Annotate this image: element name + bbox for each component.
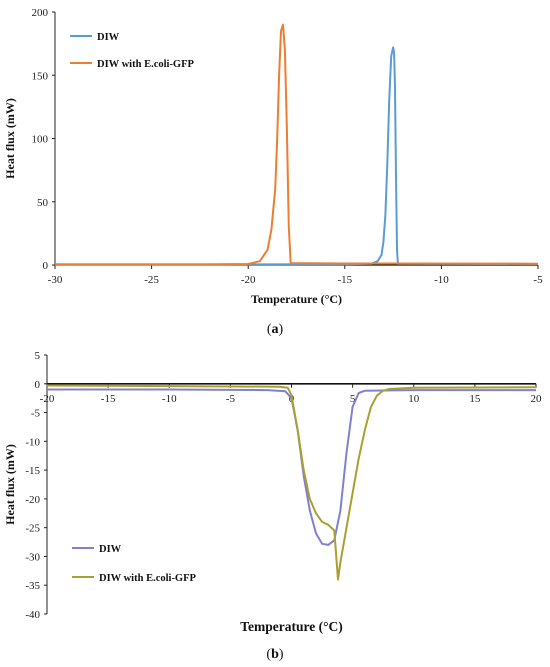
- y-tick-label: 5: [35, 350, 41, 362]
- y-tick-label: -30: [25, 551, 40, 563]
- y-tick-label: -25: [25, 523, 40, 535]
- y-tick-label: -20: [25, 494, 40, 506]
- x-tick-label: -5: [226, 393, 236, 405]
- x-tick-label: -5: [533, 274, 543, 286]
- y-tick-label: 0: [43, 260, 49, 272]
- y-tick-label: 0: [35, 379, 41, 391]
- legend-label: DIW: [97, 32, 120, 43]
- legend-label: DIW with E.coli-GFP: [97, 59, 195, 70]
- series-line-diw: [55, 46, 539, 266]
- y-tick-label: -10: [25, 436, 40, 448]
- x-axis-title: Temperature (°C): [240, 619, 343, 634]
- x-tick-label: -20: [241, 274, 256, 286]
- y-axis-title: Heat flux (mW): [3, 98, 17, 179]
- y-tick-label: -15: [25, 465, 40, 477]
- y-tick-label: 150: [32, 70, 49, 82]
- x-tick-label: 10: [408, 393, 420, 405]
- y-tick-label: 100: [32, 134, 49, 146]
- y-tick-label: 200: [32, 7, 49, 19]
- x-tick-label: 5: [350, 393, 356, 405]
- legend-label: DIW: [99, 544, 122, 555]
- x-tick-label: -15: [101, 393, 116, 405]
- x-tick-label: 20: [531, 393, 543, 405]
- legend-label: DIW with E.coli-GFP: [99, 573, 197, 584]
- chart-panel-a: 0 50 100 150 200 -30 -25 -20 -15 -10 -5 Temperature…: [3, 7, 543, 337]
- y-tick-label: 50: [37, 197, 49, 209]
- series-line-diw-ecoli: [46, 384, 537, 581]
- x-tick-label: -25: [144, 274, 159, 286]
- chart-panel-b: 50-5-10-15-20-25-30-35-40-20 -15 -10 -5 0 5 10…: [3, 350, 542, 662]
- y-tick-label: -5: [31, 408, 41, 420]
- x-tick-label: -15: [337, 274, 352, 286]
- y-tick-label: -35: [25, 580, 40, 592]
- x-tick-label: 15: [469, 393, 481, 405]
- x-axis-title: Temperature (°C): [251, 292, 342, 306]
- panel-caption: (b): [266, 647, 283, 662]
- x-tick-label: -30: [48, 274, 63, 286]
- series-line-diw: [47, 388, 536, 546]
- series-line-diw-ecoli: [55, 23, 539, 266]
- y-tick-label: -40: [25, 609, 40, 621]
- x-tick-label: -10: [434, 274, 449, 286]
- panel-caption: (a): [267, 322, 284, 337]
- x-tick-label: -10: [162, 393, 177, 405]
- y-axis-title: Heat flux (mW): [3, 444, 17, 525]
- x-tick-label: -20: [40, 393, 55, 405]
